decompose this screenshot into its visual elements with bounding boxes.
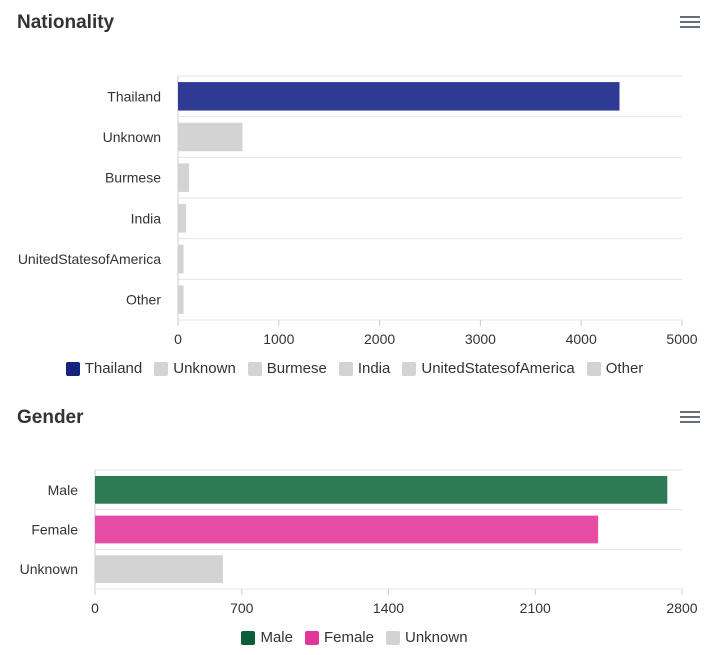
legend-swatch <box>386 630 400 645</box>
legend-item-Female[interactable]: Female <box>304 629 374 646</box>
nationality-title: Nationality <box>17 12 115 33</box>
legend-swatch <box>304 630 319 645</box>
legend-label: Male <box>260 629 293 646</box>
category-label: Male <box>48 482 79 498</box>
category-label: Unknown <box>103 129 161 145</box>
legend-swatch <box>154 361 169 376</box>
x-tick-label: 5000 <box>666 331 697 347</box>
x-tick-label: 2100 <box>520 600 551 616</box>
gender-title: Gender <box>17 407 84 428</box>
legend-item-Other[interactable]: Other <box>586 360 644 377</box>
legend-label: Unknown <box>405 629 468 646</box>
category-label: Unknown <box>20 561 78 577</box>
x-tick-label: 2000 <box>364 331 395 347</box>
legend-item-Burmese[interactable]: Burmese <box>247 360 327 377</box>
legend-swatch <box>65 361 80 376</box>
legend-swatch <box>338 361 353 376</box>
legend-label: Unknown <box>173 360 236 377</box>
x-tick-label: 4000 <box>566 331 597 347</box>
bar-Thailand <box>178 82 620 111</box>
category-label: Other <box>126 292 161 308</box>
bar-UnitedStatesofAmerica <box>178 244 184 274</box>
legend-item-UnitedStatesofAmerica[interactable]: UnitedStatesofAmerica <box>402 360 575 377</box>
category-label: UnitedStatesofAmerica <box>18 251 161 267</box>
legend-label: India <box>357 360 391 377</box>
bar-Other <box>178 285 184 314</box>
category-label: Female <box>31 522 78 538</box>
legend-item-Unknown[interactable]: Unknown <box>154 360 236 377</box>
legend-label: Female <box>323 629 374 646</box>
category-label: India <box>131 210 162 226</box>
x-tick-label: 2800 <box>666 600 697 616</box>
category-label: Burmese <box>105 170 161 186</box>
x-tick-label: 0 <box>91 600 99 616</box>
legend-swatch <box>402 361 417 376</box>
x-tick-label: 3000 <box>465 331 496 347</box>
x-tick-label: 0 <box>174 331 182 347</box>
x-tick-label: 700 <box>230 600 254 616</box>
bar-Unknown <box>95 555 223 584</box>
legend-item-India[interactable]: India <box>338 360 391 377</box>
gender-legend: Male Female Unknown <box>0 629 709 646</box>
legend-swatch <box>586 361 601 376</box>
nationality-panel: Nationality Thailand Unknown Burmese India U… <box>0 12 709 377</box>
hamburger-menu-icon[interactable] <box>680 13 700 29</box>
nationality-legend: Thailand Unknown Burmese India UnitedStateso… <box>0 360 709 377</box>
legend-item-Male[interactable]: Male <box>241 629 293 646</box>
gender-chart: Male Female Unknown 0 700 1400 2100 2800 <box>20 469 698 616</box>
legend-label: Thailand <box>84 360 143 377</box>
bar-Female <box>95 515 599 544</box>
legend-swatch <box>241 630 256 645</box>
x-tick-label: 1000 <box>263 331 294 347</box>
gender-panel: Gender Male Female Unknown 0 700 1400 2100 2800… <box>0 395 709 655</box>
legend-label: Other <box>605 360 644 377</box>
bar-Unknown <box>178 122 243 152</box>
legend-item-Unknown[interactable]: Unknown <box>386 629 468 646</box>
legend-label: UnitedStatesofAmerica <box>421 360 575 377</box>
bar-India <box>178 204 187 233</box>
category-label: Thailand <box>107 88 161 104</box>
nationality-chart: Thailand Unknown Burmese India UnitedStateso… <box>18 75 698 347</box>
legend-item-Thailand[interactable]: Thailand <box>65 360 143 377</box>
bar-Burmese <box>178 163 190 192</box>
hamburger-menu-icon[interactable] <box>680 408 700 424</box>
legend-swatch <box>247 361 262 376</box>
bar-Male <box>95 475 668 504</box>
x-tick-label: 1400 <box>373 600 404 616</box>
legend-label: Burmese <box>266 360 327 377</box>
